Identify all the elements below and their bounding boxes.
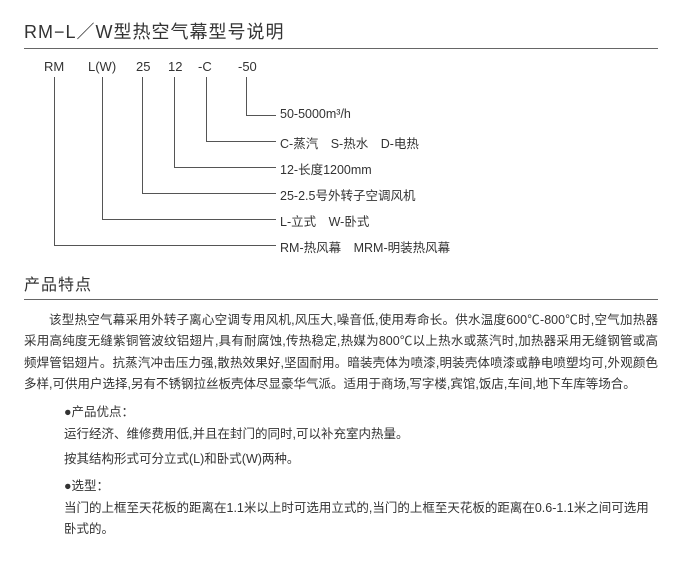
- advantage-line-1: 运行经济、维修费用低,并且在封门的同时,可以补充室内热量。: [64, 424, 658, 445]
- advantage-line-2: 按其结构形式可分立式(L)和卧式(W)两种。: [64, 449, 658, 470]
- hairline-h-p3: [142, 193, 276, 194]
- code-desc-l5: C-蒸汽 S-热水 D-电热: [280, 133, 419, 152]
- code-part-p1: RM: [44, 59, 64, 74]
- model-code-diagram: RM L(W) 25 12 -C -50 RM-热风幕 MRM-明装热风幕 L-立式 W-卧式…: [44, 59, 658, 259]
- hairline-v-p6: [246, 77, 247, 115]
- hairline-h-p2: [102, 219, 276, 220]
- hairline-v-p2: [102, 77, 103, 219]
- section-features-title: 产品特点: [24, 271, 658, 295]
- section-rule: [24, 299, 658, 300]
- code-part-p4: 12: [168, 59, 182, 74]
- hairline-v-p1: [54, 77, 55, 245]
- code-desc-l1: RM-热风幕 MRM-明装热风幕: [280, 237, 450, 256]
- hairline-h-p5: [206, 141, 276, 142]
- code-desc-l6: 50-5000m³/h: [280, 107, 351, 121]
- code-desc-l2: L-立式 W-卧式: [280, 211, 369, 230]
- advantages-heading: ●产品优点：: [64, 401, 658, 420]
- selection-line-1: 当门的上框至天花板的距离在1.1米以上时可选用立式的,当门的上框至天花板的距离在…: [64, 498, 658, 541]
- page-title: RM−L／W型热空气幕型号说明: [24, 18, 658, 44]
- code-part-p5: -C: [198, 59, 212, 74]
- code-desc-l3: 25-2.5号外转子空调风机: [280, 185, 415, 204]
- selection-heading: ●选型：: [64, 475, 658, 494]
- hairline-h-p6: [246, 115, 276, 116]
- hairline-v-p4: [174, 77, 175, 167]
- hairline-v-p3: [142, 77, 143, 193]
- title-rule: [24, 48, 658, 49]
- hairline-h-p1: [54, 245, 276, 246]
- code-part-p3: 25: [136, 59, 150, 74]
- hairline-h-p4: [174, 167, 276, 168]
- code-part-p2: L(W): [88, 59, 116, 74]
- hairline-v-p5: [206, 77, 207, 141]
- code-part-p6: -50: [238, 59, 257, 74]
- features-paragraph: 该型热空气幕采用外转子离心空调专用风机,风压大,噪音低,使用寿命长。供水温度60…: [24, 310, 658, 395]
- code-desc-l4: 12-长度1200mm: [280, 159, 372, 178]
